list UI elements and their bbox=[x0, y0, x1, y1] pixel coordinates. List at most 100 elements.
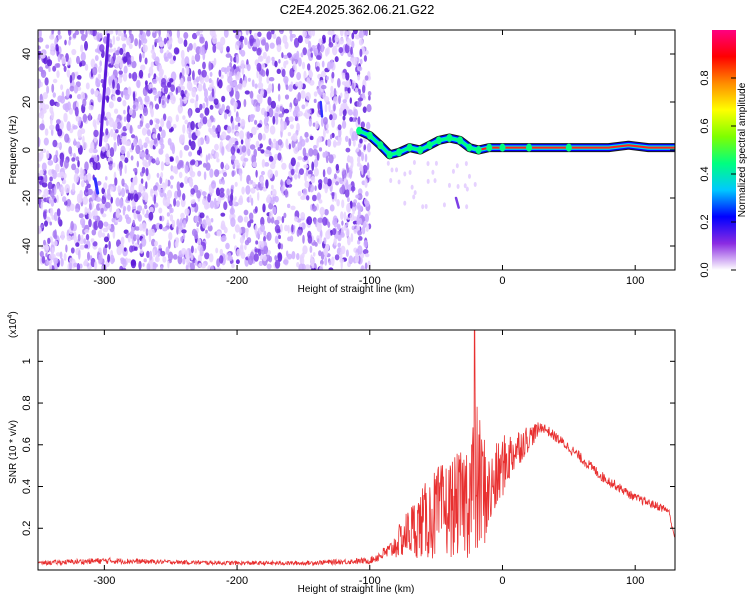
noise-speckle bbox=[304, 131, 309, 138]
noise-speckle bbox=[244, 37, 248, 46]
noise-speckle bbox=[106, 193, 112, 200]
noise-speckle bbox=[347, 236, 351, 246]
noise-speckle bbox=[165, 155, 171, 165]
noise-speckle bbox=[132, 138, 138, 147]
noise-speckle bbox=[197, 138, 201, 148]
noise-speckle bbox=[234, 124, 239, 131]
noise-speckle bbox=[347, 202, 351, 212]
noise-speckle bbox=[226, 46, 230, 53]
noise-speckle bbox=[283, 259, 289, 265]
noise-speckle bbox=[311, 267, 317, 270]
noise-speckle bbox=[122, 99, 127, 107]
noise-speckle bbox=[113, 141, 117, 152]
snr-y-label: SNR (10 * v/v) bbox=[8, 420, 19, 484]
noise-speckle bbox=[223, 112, 228, 120]
noise-speckle bbox=[347, 155, 350, 163]
noise-speckle bbox=[66, 121, 71, 132]
noise-speckle bbox=[344, 30, 348, 38]
noise-speckle bbox=[43, 239, 46, 246]
noise-speckle bbox=[337, 135, 342, 144]
snr-scale-label: (x104) bbox=[7, 311, 19, 338]
noise-speckle bbox=[97, 93, 103, 103]
noise-speckle bbox=[135, 144, 141, 155]
noise-speckle bbox=[138, 138, 143, 148]
noise-speckle bbox=[49, 207, 54, 217]
noise-speckle bbox=[211, 180, 216, 189]
noise-speckle bbox=[219, 248, 223, 256]
noise-speckle bbox=[53, 240, 58, 247]
noise-speckle bbox=[104, 244, 108, 249]
noise-speckle bbox=[152, 30, 156, 33]
noise-speckle bbox=[220, 212, 226, 217]
noise-speckle bbox=[147, 73, 151, 79]
noise-speckle bbox=[68, 146, 73, 155]
noise-speckle bbox=[318, 38, 323, 45]
noise-speckle bbox=[95, 197, 102, 202]
noise-speckle bbox=[316, 222, 322, 232]
noise-speckle bbox=[212, 132, 218, 138]
noise-speckle bbox=[191, 55, 195, 65]
noise-speckle bbox=[357, 230, 362, 236]
noise-speckle bbox=[265, 179, 269, 189]
noise-speckle bbox=[287, 224, 290, 234]
noise-speckle bbox=[80, 218, 86, 226]
noise-speckle bbox=[297, 141, 303, 151]
noise-speckle bbox=[356, 162, 361, 167]
noise-speckle bbox=[177, 188, 182, 198]
noise-speckle bbox=[350, 185, 356, 192]
noise-speckle bbox=[179, 134, 185, 144]
noise-speckle bbox=[355, 252, 358, 257]
noise-speckle bbox=[262, 51, 267, 60]
noise-speckle bbox=[90, 30, 93, 36]
noise-speckle bbox=[202, 162, 207, 168]
noise-speckle bbox=[65, 88, 70, 98]
noise-speckle bbox=[274, 60, 278, 68]
noise-speckle bbox=[240, 139, 244, 145]
noise-speckle bbox=[144, 193, 148, 203]
noise-speckle bbox=[68, 94, 73, 99]
noise-speckle bbox=[162, 196, 167, 206]
noise-speckle bbox=[57, 216, 61, 225]
noise-speckle bbox=[159, 137, 164, 146]
noise-speckle bbox=[336, 199, 340, 207]
noise-speckle bbox=[345, 147, 351, 153]
noise-speckle bbox=[356, 100, 362, 108]
noise-speckle bbox=[75, 208, 80, 213]
noise-speckle bbox=[211, 88, 215, 98]
noise-speckle bbox=[297, 110, 303, 117]
noise-speckle bbox=[335, 163, 339, 171]
noise-speckle bbox=[271, 30, 275, 35]
noise-speckle bbox=[169, 214, 174, 222]
noise-speckle bbox=[92, 215, 98, 220]
noise-speckle bbox=[352, 207, 356, 215]
noise-speckle bbox=[322, 92, 327, 100]
noise-speckle bbox=[364, 178, 368, 189]
noise-speckle bbox=[73, 173, 79, 184]
noise-speckle bbox=[208, 78, 212, 84]
noise-speckle bbox=[403, 200, 407, 206]
noise-speckle bbox=[117, 185, 121, 193]
noise-speckle bbox=[254, 119, 258, 125]
noise-speckle bbox=[235, 140, 239, 146]
noise-speckle bbox=[285, 138, 289, 149]
noise-speckle bbox=[108, 163, 113, 171]
noise-speckle bbox=[246, 140, 251, 149]
noise-speckle bbox=[252, 161, 257, 168]
noise-speckle bbox=[142, 262, 145, 267]
noise-speckle bbox=[163, 37, 167, 45]
noise-speckle bbox=[121, 267, 127, 270]
noise-speckle bbox=[317, 136, 323, 143]
noise-speckle bbox=[102, 146, 106, 153]
noise-speckle bbox=[299, 254, 303, 264]
noise-speckle bbox=[360, 265, 365, 270]
noise-speckle bbox=[243, 99, 247, 108]
noise-speckle bbox=[150, 228, 155, 236]
noise-speckle bbox=[80, 180, 85, 188]
noise-speckle bbox=[280, 123, 285, 133]
noise-speckle bbox=[263, 110, 268, 118]
noise-speckle bbox=[287, 203, 291, 209]
noise-speckle bbox=[141, 166, 146, 174]
noise-speckle bbox=[100, 207, 104, 214]
noise-speckle bbox=[158, 244, 162, 249]
noise-speckle bbox=[77, 75, 82, 80]
